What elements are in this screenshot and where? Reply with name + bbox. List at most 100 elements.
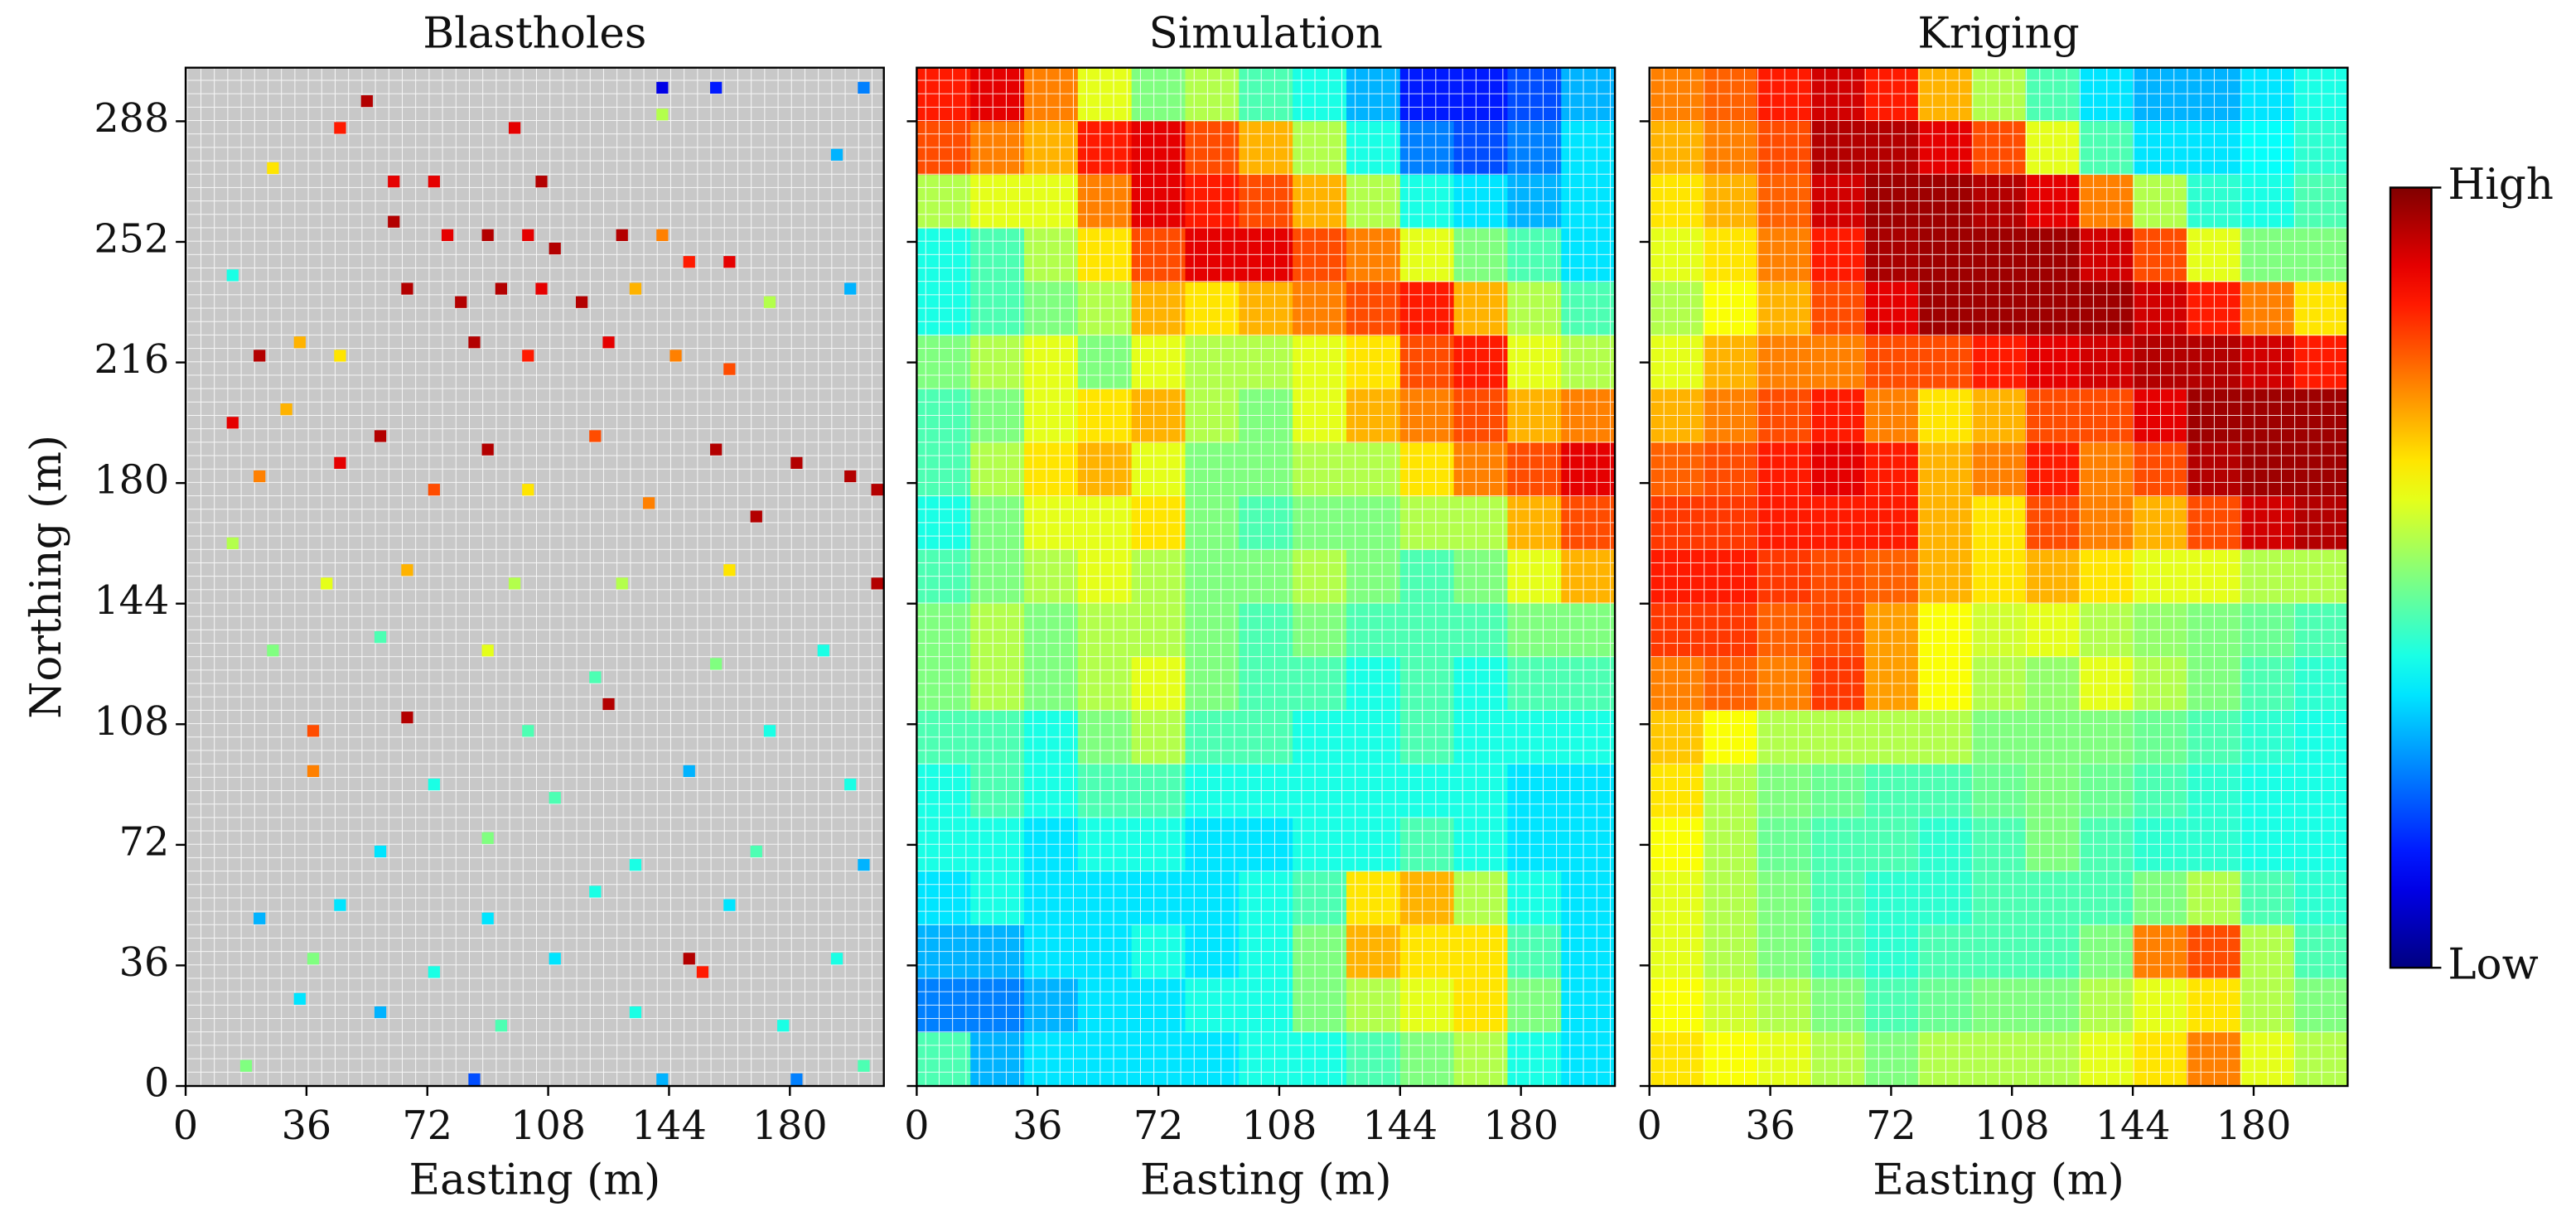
blasthole: [522, 725, 534, 737]
y-tick-label: 288: [94, 96, 169, 142]
x-tick-label: 36: [282, 1103, 332, 1149]
blasthole: [790, 456, 803, 469]
x-tick-label: 144: [2095, 1103, 2171, 1149]
blasthole: [643, 497, 655, 509]
blasthole: [858, 81, 870, 94]
blasthole: [549, 242, 561, 255]
blasthole: [428, 778, 440, 791]
blasthole: [723, 256, 736, 268]
blasthole: [495, 282, 507, 295]
blasthole: [334, 456, 346, 469]
x-tick-label: 72: [1133, 1103, 1184, 1149]
blasthole: [844, 470, 857, 483]
x-tick-label: 0: [173, 1103, 198, 1149]
x-axis-label: Easting (m): [409, 1155, 661, 1204]
blasthole: [683, 953, 695, 965]
blasthole: [388, 215, 400, 228]
blasthole: [293, 992, 306, 1005]
x-tick-label: 144: [1362, 1103, 1438, 1149]
blasthole: [683, 256, 695, 268]
blasthole: [267, 162, 279, 175]
blasthole: [401, 712, 413, 724]
x-tick-label: 72: [402, 1103, 452, 1149]
plot-frame: [1648, 66, 2349, 1088]
blasthole: [374, 430, 387, 442]
blasthole: [790, 1073, 803, 1086]
blasthole: [522, 229, 534, 241]
blasthole: [428, 484, 440, 496]
blasthole: [226, 417, 239, 429]
blasthole: [629, 282, 642, 295]
blasthole: [321, 577, 333, 590]
blasthole: [602, 697, 615, 711]
blasthole: [522, 484, 534, 496]
blasthole: [481, 229, 494, 241]
blasthole: [589, 886, 602, 898]
blasthole: [844, 778, 857, 791]
x-tick-label: 0: [904, 1103, 929, 1149]
blasthole: [226, 269, 239, 282]
blasthole: [508, 122, 521, 134]
x-tick-label: 180: [2216, 1103, 2292, 1149]
blasthole: [750, 845, 762, 858]
blasthole: [293, 336, 306, 349]
x-tick-label: 108: [510, 1103, 586, 1149]
x-tick-label: 108: [1974, 1103, 2050, 1149]
x-tick-label: 108: [1242, 1103, 1317, 1149]
blasthole: [374, 845, 387, 858]
blasthole: [629, 858, 642, 871]
blasthole: [495, 1020, 507, 1032]
cell-mesh: [916, 67, 1616, 1087]
blasthole: [239, 1059, 253, 1072]
blasthole: [656, 1073, 669, 1086]
x-axis-label: Easting (m): [1873, 1155, 2124, 1204]
blasthole: [441, 229, 454, 241]
blasthole: [710, 81, 723, 94]
y-tick-label: 252: [94, 216, 169, 262]
blasthole: [481, 644, 494, 657]
plot-frame: [916, 66, 1617, 1088]
blasthole: [508, 577, 521, 590]
y-tick-label: 144: [94, 578, 169, 624]
blasthole: [683, 765, 695, 777]
blasthole: [522, 350, 534, 362]
x-axis-label: Easting (m): [1140, 1155, 1392, 1204]
blasthole: [763, 725, 776, 737]
blasthole: [723, 899, 736, 911]
blasthole: [777, 1020, 790, 1032]
blasthole: [723, 363, 736, 375]
y-tick-label: 180: [94, 458, 169, 504]
blasthole: [280, 403, 292, 416]
blasthole: [481, 443, 494, 456]
colorbar-tick-label: High: [2448, 160, 2554, 210]
y-tick-label: 108: [94, 699, 169, 745]
blasthole: [226, 537, 239, 550]
blasthole: [669, 350, 682, 362]
panel-title: Simulation: [1148, 9, 1383, 59]
x-tick-label: 0: [1637, 1103, 1662, 1149]
blasthole: [629, 1006, 642, 1019]
blasthole: [656, 81, 669, 94]
blasthole: [549, 792, 561, 804]
blasthole: [830, 148, 843, 161]
blasthole: [844, 282, 857, 295]
blasthole: [334, 899, 346, 911]
x-tick-label: 180: [752, 1103, 828, 1149]
blasthole: [589, 430, 602, 442]
blasthole: [858, 1059, 870, 1072]
blasthole: [334, 350, 346, 362]
x-tick-label: 36: [1745, 1103, 1795, 1149]
blasthole: [481, 912, 494, 924]
blasthole: [549, 953, 561, 965]
blasthole: [254, 470, 266, 483]
blasthole: [858, 858, 870, 871]
blasthole: [307, 765, 320, 777]
colorbar-tick-label: Low: [2448, 940, 2538, 990]
y-tick-label: 36: [119, 940, 170, 986]
blasthole: [871, 577, 883, 590]
blasthole: [696, 966, 709, 978]
panel-title: Kriging: [1917, 9, 2079, 59]
panel-title: Blastholes: [423, 9, 646, 59]
blasthole: [334, 122, 346, 134]
